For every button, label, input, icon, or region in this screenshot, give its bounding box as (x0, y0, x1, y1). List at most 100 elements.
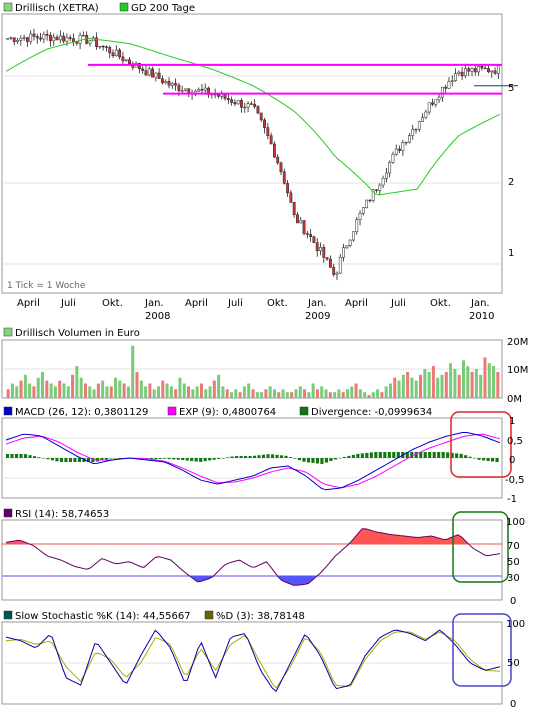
candle-body (273, 143, 276, 158)
candle-body (101, 45, 105, 48)
divergence-bar (77, 458, 81, 462)
volume-bar (19, 380, 23, 398)
candle-body (388, 162, 392, 174)
volume-bar (367, 395, 371, 398)
price-candles (6, 28, 500, 281)
legend-exp: EXP (9): 0,4800764 (179, 407, 276, 418)
volume-bar (230, 392, 234, 398)
candle-body (167, 81, 171, 86)
divergence-bar (104, 458, 108, 460)
volume-bar (294, 389, 298, 398)
divergence-bar (149, 458, 153, 460)
volume-bar (83, 383, 87, 398)
candle-body (177, 84, 181, 91)
candle-body (180, 90, 184, 92)
candle-body (328, 258, 332, 268)
candle-body (19, 38, 23, 41)
xtick: Okt. (267, 298, 288, 309)
candle-body (292, 202, 296, 215)
legend-macd: MACD (26, 12): 0,3801129 (15, 407, 148, 418)
candle-body (450, 80, 454, 82)
volume-bar (187, 386, 191, 398)
volume-bar (298, 386, 302, 398)
divergence-bar (86, 458, 90, 462)
candle-body (309, 234, 313, 237)
divergence-bar (221, 458, 225, 459)
divergence-bar (37, 457, 41, 458)
volume-bar (45, 380, 49, 398)
volume-bar (109, 386, 113, 398)
candle-body (147, 68, 151, 76)
volume-bar (479, 374, 483, 398)
volume-bar (492, 366, 496, 398)
divergence-bar (387, 452, 391, 458)
candle-body (477, 66, 480, 73)
volume-bar (285, 392, 289, 398)
volume-bar (423, 369, 427, 398)
volume-bar (307, 392, 311, 398)
candle-body (289, 192, 293, 203)
volume-bar (71, 374, 75, 398)
divergence-bar (378, 452, 382, 458)
divergence-bar (365, 452, 369, 458)
volume-bar (32, 386, 36, 398)
macd-ytick: 1 (509, 416, 515, 427)
candle-body (447, 81, 451, 89)
candle-body (365, 199, 369, 208)
volume-bar (79, 377, 83, 398)
candle-body (358, 213, 362, 220)
candle-body (111, 52, 115, 56)
volume-bar (195, 386, 199, 398)
volume-bar (41, 371, 45, 398)
candle-body (302, 220, 306, 234)
candle-body (217, 94, 220, 97)
candle-body (375, 189, 378, 191)
candle-body (88, 40, 92, 44)
volume-bar (58, 380, 62, 398)
volume-ytick: 10M (507, 365, 528, 376)
volume-bar (427, 371, 431, 398)
volume-bar (315, 389, 319, 398)
legend-price: Drillisch (XETRA) (15, 3, 99, 14)
volume-bar (281, 389, 285, 398)
candle-body (184, 88, 187, 91)
xtick: Jan. (470, 298, 490, 309)
rsi-ytick: 70 (507, 541, 520, 552)
volume-bar (105, 386, 109, 398)
candle-body (62, 35, 66, 42)
xtick: April (185, 298, 208, 309)
volume-bar (49, 383, 53, 398)
volume-bar (393, 377, 397, 398)
volume-bar (161, 380, 165, 398)
volume-bar (401, 374, 405, 398)
volume-bar (466, 366, 470, 398)
divergence-bar (302, 458, 306, 462)
divergence-bar (14, 454, 19, 458)
volume-bar (156, 386, 160, 398)
legend-swatch-exp (167, 406, 177, 416)
divergence-bar (266, 454, 270, 458)
legend-swatch-stoch-d (204, 610, 214, 620)
price-ytick: 1 (508, 248, 514, 259)
divergence-bar (167, 458, 171, 460)
volume-bar (483, 357, 487, 398)
divergence-bar (450, 452, 454, 458)
volume-bars (2, 345, 502, 398)
rsi-ytick: 30 (507, 573, 520, 584)
volume-bar (62, 383, 66, 398)
divergence-bar (239, 456, 243, 458)
stoch-k-line (5, 629, 501, 693)
volume-bar (397, 380, 401, 398)
volume-bar (350, 386, 354, 398)
divergence-bar (212, 458, 216, 460)
candle-body (437, 96, 441, 100)
divergence-bar (100, 458, 104, 461)
divergence-bar (482, 458, 486, 461)
legend-volume: Drillisch Volumen in Euro (15, 328, 140, 339)
rsi-content (2, 528, 502, 586)
candle-body (16, 40, 19, 42)
candle-body (29, 33, 33, 42)
candle-body (197, 89, 201, 92)
candle-body (243, 106, 247, 109)
candle-body (398, 148, 401, 151)
